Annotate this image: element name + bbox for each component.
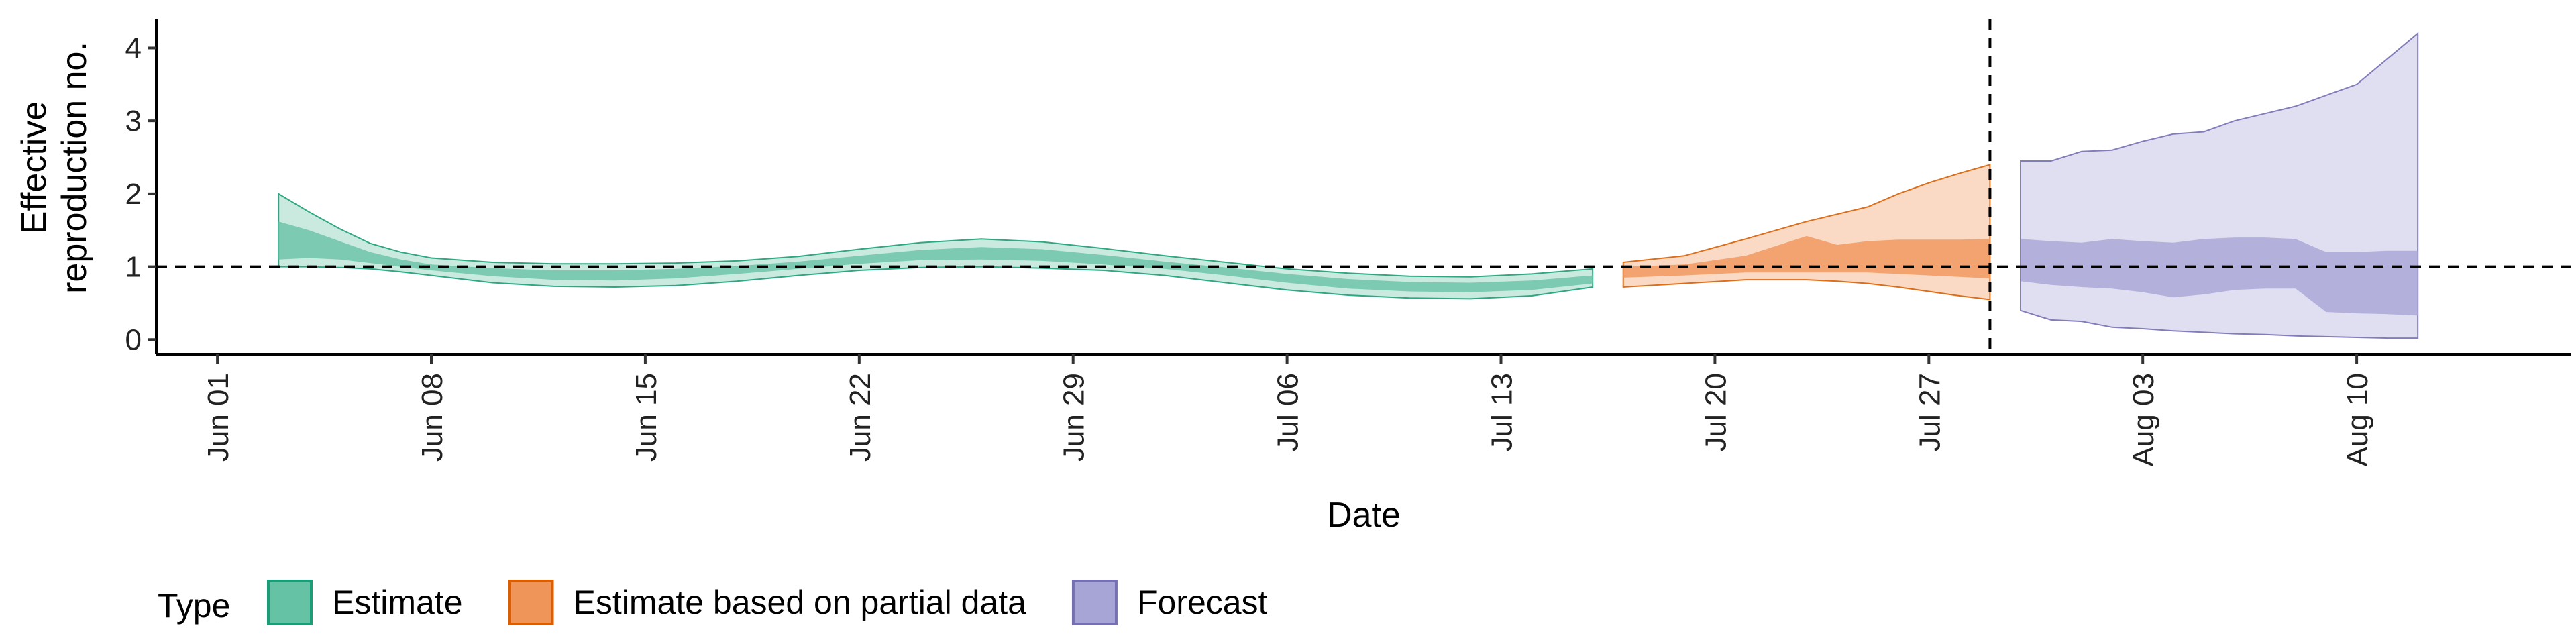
y-tick-label: 0 [125,323,142,356]
axes [155,19,2571,356]
x-tick-label: Aug 10 [2341,373,2374,466]
x-tick-label: Jun 08 [416,373,449,462]
reference-lines [156,19,2571,354]
x-axis-title: Date [1327,496,1401,535]
x-tick-label: Jun 15 [630,373,663,462]
x-axis-ticks: Jun 01 Jun 08 Jun 15 Jun 22 Jun 29 Jul 06 Jul … [202,354,2374,466]
y-tick-label: 1 [125,251,142,284]
x-tick-label: Jun 22 [844,373,877,462]
x-tick-label: Aug 03 [2127,373,2160,466]
y-tick-label: 3 [125,105,142,138]
y-tick-label: 2 [125,178,142,211]
legend-label-2: Estimate based on partial data [574,584,1027,621]
legend-swatch-2 [508,580,554,625]
band-outer-2 [1622,164,1991,301]
band-inner-2 [1623,235,1990,278]
x-tick-label: Jun 29 [1058,373,1091,462]
y-tick-label: 4 [125,32,142,64]
y-axis-title-line-2: reproduction no. [55,42,94,294]
band-inner-3 [2021,237,2418,316]
x-tick-label: Jul 13 [1486,373,1519,451]
plot-bands [278,32,2419,339]
x-tick-label: Jul 20 [1699,373,1732,451]
legend-swatch-3 [1071,580,1118,625]
legend-items: Estimate Estimate based on partial data Fo… [267,580,1268,625]
legend-title: Type [158,587,230,625]
legend-swatch-1 [267,580,313,625]
x-tick-label: Jul 06 [1272,373,1305,451]
legend-label-3: Forecast [1137,584,1268,621]
legend-label-1: Estimate [332,584,463,621]
y-axis-ticks: 0 1 2 3 4 [125,32,156,356]
band-inner-1 [278,221,1593,292]
x-tick-label: Jun 01 [202,373,235,462]
legend: Type Estimate Estimate based on partial d… [158,580,1268,625]
x-tick-label: Jul 27 [1913,373,1946,451]
y-axis-title-line-1: Effective [15,101,54,234]
